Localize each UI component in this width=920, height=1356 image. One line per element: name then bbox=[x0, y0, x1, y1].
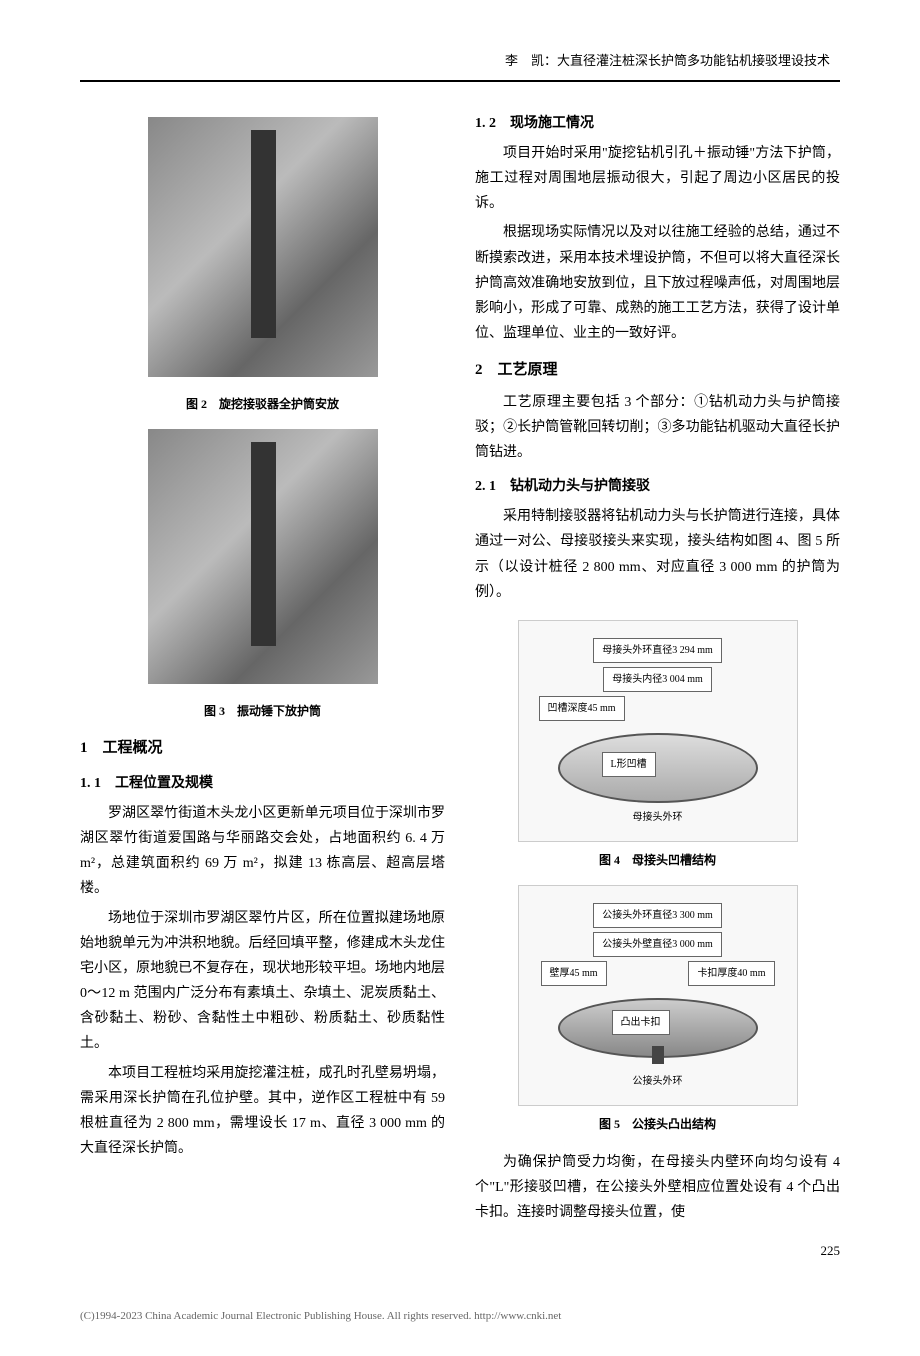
subsection-1-1-heading: 1. 1 工程位置及规模 bbox=[80, 772, 445, 796]
para-1-2-2: 根据现场实际情况以及对以往施工经验的总结，通过不断摸索改进，采用本技术埋设护筒，… bbox=[475, 220, 840, 346]
figure-4-diagram: 母接头外环直径3 294 mm 母接头内径3 004 mm 凹槽深度45 mm … bbox=[518, 620, 798, 842]
header-divider bbox=[80, 80, 840, 82]
fig5-label-protrusion: 凸出卡扣 bbox=[612, 1010, 670, 1035]
fig4-label-l-groove: L形凹槽 bbox=[602, 752, 656, 777]
figure-2-image bbox=[148, 117, 378, 377]
fig5-label-wall-dia: 公接头外壁直径3 000 mm bbox=[593, 932, 722, 957]
closing-para: 为确保护筒受力均衡，在母接头内壁环向均匀设有 4 个"L"形接驳凹槽，在公接头外… bbox=[475, 1150, 840, 1226]
footer-copyright: (C)1994-2023 China Academic Journal Elec… bbox=[80, 1292, 840, 1326]
section-1-heading: 1 工程概况 bbox=[80, 736, 445, 762]
fig5-label-outer-ring: 公接头外环 bbox=[534, 1073, 782, 1090]
section-2-heading: 2 工艺原理 bbox=[475, 358, 840, 384]
para-1-1-3: 本项目工程桩均采用旋挖灌注桩，成孔时孔壁易坍塌，需采用深长护筒在孔位护壁。其中，… bbox=[80, 1061, 445, 1162]
figure-5-diagram: 公接头外环直径3 300 mm 公接头外壁直径3 000 mm 壁厚45 mm … bbox=[518, 885, 798, 1106]
figure-5-caption: 图 5 公接头凸出结构 bbox=[475, 1114, 840, 1134]
fig4-label-outer-ring: 母接头外环 bbox=[534, 809, 782, 826]
fig5-label-wall-thick: 壁厚45 mm bbox=[541, 961, 607, 986]
figure-4-caption: 图 4 母接头凹槽结构 bbox=[475, 850, 840, 870]
figure-3-caption: 图 3 振动锤下放护筒 bbox=[80, 701, 445, 721]
figure-2: 图 2 旋挖接驳器全护筒安放 bbox=[80, 117, 445, 414]
figure-2-caption: 图 2 旋挖接驳器全护筒安放 bbox=[80, 394, 445, 414]
subsection-1-2-heading: 1. 2 现场施工情况 bbox=[475, 112, 840, 136]
page-number: 225 bbox=[475, 1240, 840, 1262]
figure-3: 图 3 振动锤下放护筒 bbox=[80, 429, 445, 721]
para-1-1-1: 罗湖区翠竹街道木头龙小区更新单元项目位于深圳市罗湖区翠竹街道爱国路与华丽路交会处… bbox=[80, 801, 445, 902]
fig5-tab-shape bbox=[652, 1046, 664, 1064]
fig4-label-inner-dia: 母接头内径3 004 mm bbox=[603, 667, 712, 692]
para-2-intro: 工艺原理主要包括 3 个部分：①钻机动力头与护筒接驳；②长护筒管靴回转切削；③多… bbox=[475, 390, 840, 466]
right-column: 1. 2 现场施工情况 项目开始时采用"旋挖钻机引孔＋振动锤"方法下护筒，施工过… bbox=[475, 102, 840, 1262]
fig4-label-groove-depth: 凹槽深度45 mm bbox=[539, 696, 625, 721]
fig4-ring-shape: L形凹槽 bbox=[558, 733, 758, 803]
figure-4: 母接头外环直径3 294 mm 母接头内径3 004 mm 凹槽深度45 mm … bbox=[475, 620, 840, 870]
fig4-label-outer-dia: 母接头外环直径3 294 mm bbox=[593, 638, 722, 663]
figure-5: 公接头外环直径3 300 mm 公接头外壁直径3 000 mm 壁厚45 mm … bbox=[475, 885, 840, 1134]
left-column: 图 2 旋挖接驳器全护筒安放 图 3 振动锤下放护筒 1 工程概况 1. 1 工… bbox=[80, 102, 445, 1262]
fig5-label-clip-thick: 卡扣厚度40 mm bbox=[688, 961, 774, 986]
two-column-layout: 图 2 旋挖接驳器全护筒安放 图 3 振动锤下放护筒 1 工程概况 1. 1 工… bbox=[80, 102, 840, 1262]
running-header: 李 凯：大直径灌注桩深长护筒多功能钻机接驳埋设技术 bbox=[80, 50, 840, 72]
para-1-2-1: 项目开始时采用"旋挖钻机引孔＋振动锤"方法下护筒，施工过程对周围地层振动很大，引… bbox=[475, 141, 840, 217]
fig5-label-outer-dia: 公接头外环直径3 300 mm bbox=[593, 903, 722, 928]
fig5-ring-shape: 凸出卡扣 bbox=[558, 998, 758, 1058]
subsection-2-1-heading: 2. 1 钻机动力头与护筒接驳 bbox=[475, 475, 840, 499]
para-2-1-1: 采用特制接驳器将钻机动力头与长护筒进行连接，具体通过一对公、母接驳接头来实现，接… bbox=[475, 504, 840, 605]
figure-3-image bbox=[148, 429, 378, 684]
para-1-1-2: 场地位于深圳市罗湖区翠竹片区，所在位置拟建场地原始地貌单元为冲洪积地貌。后经回填… bbox=[80, 906, 445, 1057]
